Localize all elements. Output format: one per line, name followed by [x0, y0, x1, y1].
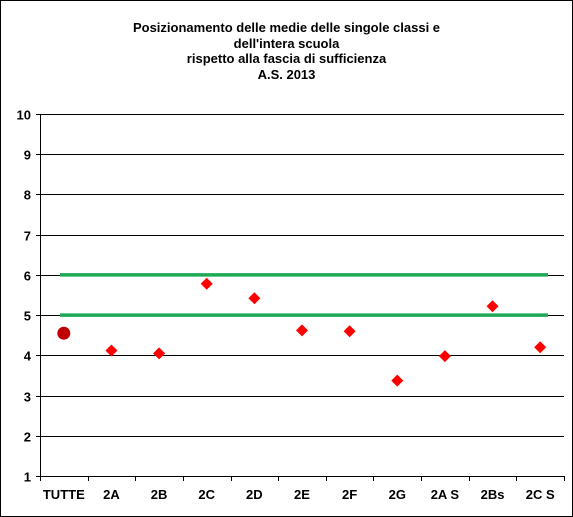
- data-point-tutte: [57, 326, 71, 340]
- data-point-2a-s: [438, 350, 451, 363]
- y-tick-label: 1: [24, 470, 31, 485]
- data-point-2bs: [486, 300, 499, 313]
- x-tick-label: 2B: [151, 487, 168, 502]
- x-tick-label: 2C S: [526, 487, 555, 502]
- chart-title-line-1: Posizionamento delle medie delle singole…: [132, 20, 441, 35]
- data-point-2b: [153, 347, 166, 360]
- y-tick-label: 5: [24, 309, 31, 324]
- x-tick-label: 2A: [103, 487, 120, 502]
- reference-lines: [60, 273, 548, 317]
- y-tick-label: 4: [24, 349, 32, 364]
- data-point-2c-s: [534, 341, 547, 354]
- y-tick-label: 6: [24, 269, 31, 284]
- data-point-2c: [200, 277, 213, 290]
- y-tick-labels: 1 2 3 4 5 6 7 8 9 10: [17, 108, 32, 485]
- y-tick-label: 10: [17, 108, 31, 123]
- chart-title-line-3: rispetto alla fascia di sufficienza: [186, 51, 387, 66]
- x-tick-label: TUTTE: [43, 487, 85, 502]
- x-tick-label: 2F: [342, 487, 357, 502]
- data-point-2d: [248, 292, 261, 305]
- data-points: [57, 277, 547, 387]
- axes: [36, 114, 565, 481]
- x-tick-label: 2E: [294, 487, 310, 502]
- y-tick-label: 3: [24, 390, 31, 405]
- chart-title-line-4: A.S. 2013: [257, 66, 316, 82]
- x-tick-label: 2Bs: [481, 487, 505, 502]
- y-tick-label: 9: [24, 148, 31, 163]
- chart-title: Posizionamento delle medie delle singole…: [0, 20, 573, 82]
- y-tick-label: 8: [24, 188, 31, 203]
- chart-title-line-2: dell'intera scuola: [233, 35, 340, 51]
- x-tick-label: 2C: [198, 487, 215, 502]
- data-point-2f: [343, 325, 356, 338]
- gridlines: [40, 114, 564, 437]
- y-tick-label: 7: [24, 229, 31, 244]
- x-tick-label: 2D: [246, 487, 263, 502]
- data-point-2g: [391, 374, 404, 387]
- y-tick-label: 2: [24, 430, 31, 445]
- data-point-2e: [296, 324, 308, 337]
- x-tick-labels: TUTTE 2A 2B 2C 2D 2E 2F 2G 2A S 2Bs 2C S: [43, 487, 555, 502]
- x-tick-label: 2A S: [431, 487, 460, 502]
- x-tick-label: 2G: [389, 487, 406, 502]
- data-point-2a: [105, 344, 118, 357]
